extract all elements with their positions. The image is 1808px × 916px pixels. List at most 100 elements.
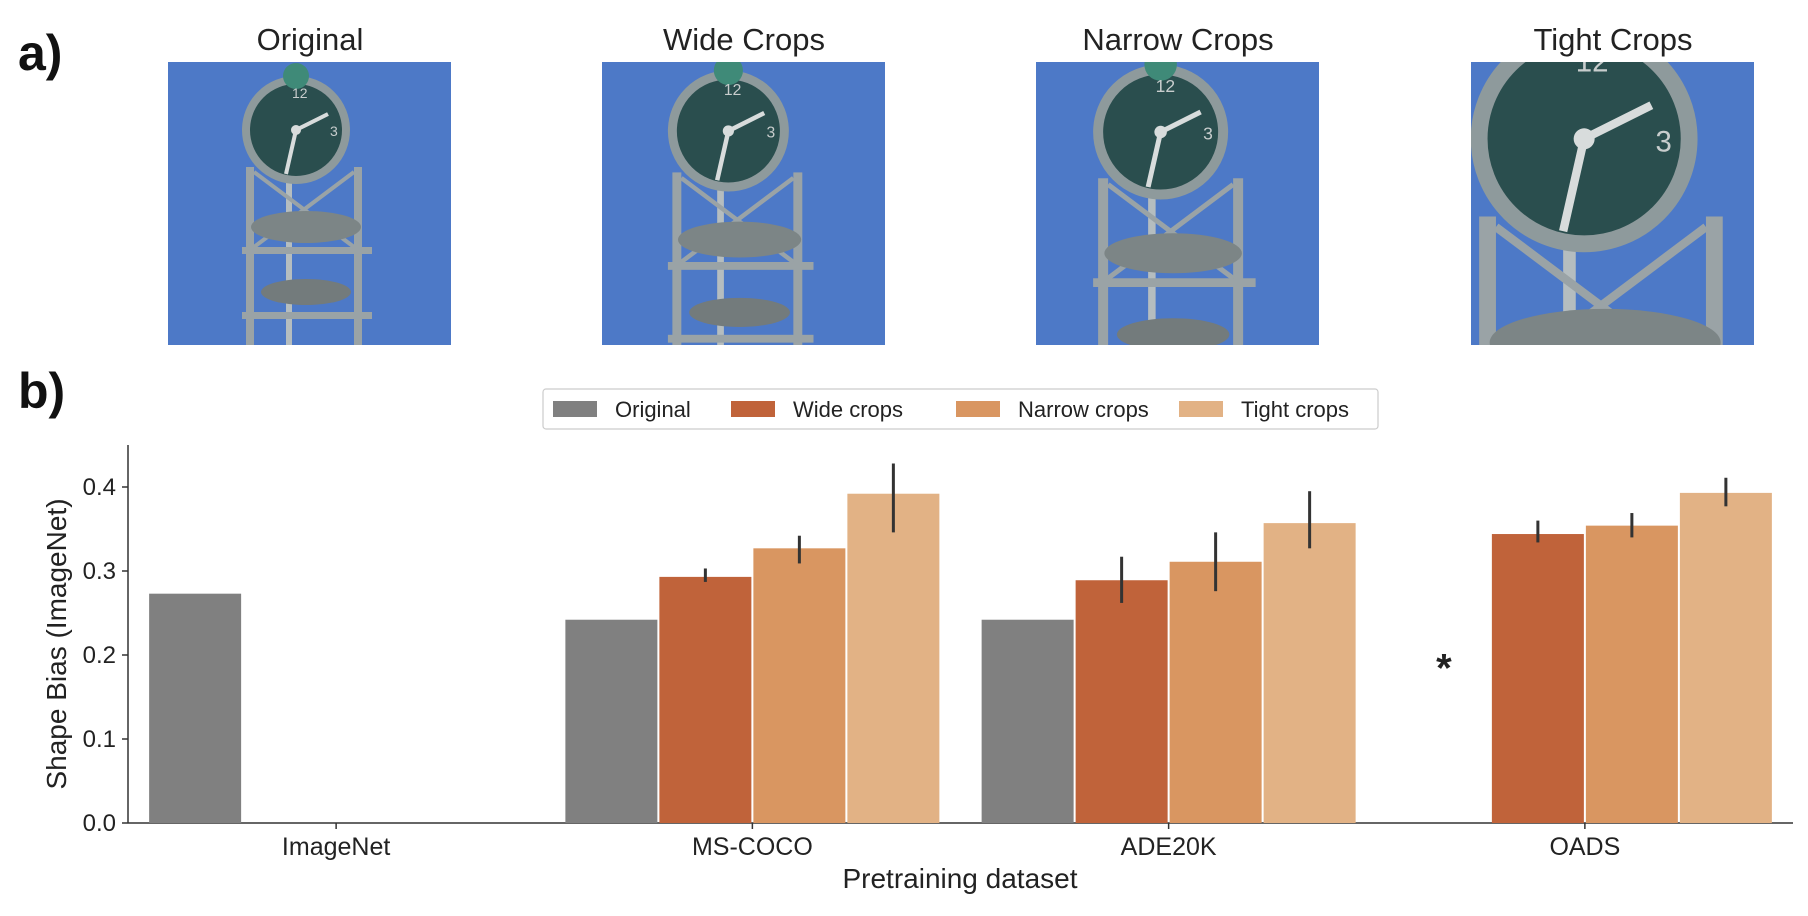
legend-swatch [1179, 401, 1223, 417]
y-axis-label: Shape Bias (ImageNet) [41, 498, 72, 789]
bowl [1104, 233, 1242, 274]
tower-leg-left [246, 167, 254, 345]
tower-beam [242, 247, 372, 254]
legend-swatch [553, 401, 597, 417]
x-tick-label: OADS [1549, 833, 1620, 861]
legend-label: Narrow crops [1018, 397, 1149, 422]
tower-leg-left [672, 172, 682, 345]
tower-beam-low [667, 334, 814, 343]
tower-leg-right [354, 167, 362, 345]
bowl [1489, 308, 1721, 345]
clock-hand [284, 129, 298, 175]
tower-leg-center [717, 172, 724, 345]
bowl [251, 211, 361, 243]
bar [149, 593, 242, 823]
legend-swatch [956, 401, 1000, 417]
bar [565, 619, 658, 823]
clock-center [1573, 128, 1595, 150]
clock-center [722, 125, 734, 137]
clock-hand [295, 112, 329, 132]
legend-swatch [731, 401, 775, 417]
tower-beam [667, 262, 814, 270]
clock-tower-image-wide: 12 3 [602, 62, 885, 345]
clock-tower-scene: 12 3 [1471, 62, 1754, 345]
clock-tower-scene: 12 3 [602, 62, 885, 345]
bowl [677, 221, 802, 258]
y-tick-label: 0.4 [83, 474, 116, 501]
x-axis-label: Pretraining dataset [842, 863, 1077, 894]
clock-tower-scene: 12 3 [168, 62, 451, 345]
x-tick-label: ADE20K [1121, 833, 1217, 861]
bowl-lower [1116, 318, 1230, 345]
y-tick-label: 0.0 [83, 810, 116, 837]
clock-hand [1559, 137, 1589, 233]
thumb-title-original: Original [256, 22, 364, 57]
chart-bars: * [149, 463, 1772, 823]
clock-numeral: 12 [1156, 76, 1175, 96]
x-tick-label: ImageNet [282, 833, 390, 861]
missing-bar-asterisk: * [1436, 647, 1452, 691]
bar [1169, 561, 1262, 823]
clock-numeral: 12 [724, 82, 741, 99]
bar [1263, 523, 1356, 823]
legend-label: Wide crops [793, 397, 903, 422]
scene-group: 12 3 [1471, 62, 1723, 345]
clock-tower-image-tight: 12 3 [1471, 62, 1754, 345]
clock-top-ornament [283, 63, 309, 89]
clock-hand [1145, 131, 1164, 188]
clock-center [291, 125, 301, 135]
clock-numeral: 12 [292, 85, 308, 101]
bar [1075, 580, 1168, 823]
clock-tower-image-original: 12 3 [168, 62, 451, 345]
tower-leg-right [1705, 216, 1723, 345]
bar [1491, 534, 1584, 823]
chart-axes: 0.0 0.1 0.2 0.3 0.4 Shape Bias (ImageNet) Pret… [41, 445, 1793, 894]
tower-beam-low [242, 312, 372, 319]
thumb-title-narrow: Narrow Crops [1082, 22, 1274, 57]
panel-b-label: b) [18, 363, 66, 419]
clock-numeral: 12 [1576, 62, 1609, 79]
clock-tower-scene: 12 3 [1036, 62, 1319, 345]
scene-group: 12 3 [242, 63, 372, 345]
legend-label: Original [615, 397, 691, 422]
bar [659, 576, 752, 823]
bar [847, 493, 940, 823]
clock-numeral: 3 [766, 125, 775, 142]
x-tick-label: MS-COCO [692, 833, 813, 861]
y-tick-label: 0.3 [83, 558, 116, 585]
tower-beam [1093, 278, 1256, 287]
tower-leg-right [793, 172, 803, 345]
scene-group: 12 3 [1093, 62, 1256, 345]
tower-leg-right [1233, 178, 1244, 345]
panel-a-label: a) [18, 25, 63, 81]
clock-numeral: 3 [330, 123, 338, 139]
clock-hand [727, 111, 766, 133]
clock-numeral: 3 [1656, 125, 1672, 158]
thumb-title-wide: Wide Crops [663, 22, 825, 57]
thumb-title-tight: Tight Crops [1533, 22, 1693, 57]
scene-group: 12 3 [667, 62, 814, 345]
clock-top-ornament [1144, 62, 1177, 81]
clock-hand [714, 130, 731, 181]
legend-label: Tight crops [1241, 397, 1349, 422]
bar [1585, 525, 1678, 823]
tower-leg-left [1479, 216, 1496, 345]
clock-hand [1159, 109, 1202, 135]
clock-center [1154, 125, 1167, 139]
chart-legend: Original Wide crops Narrow crops Tight crop… [542, 388, 1379, 430]
bar [981, 619, 1074, 823]
clock-tower-image-narrow: 12 3 [1036, 62, 1319, 345]
y-tick-label: 0.1 [83, 726, 116, 753]
clock-hand [1582, 101, 1654, 143]
bowl-lower [261, 279, 351, 305]
tower-brace [1541, 223, 1709, 345]
bar [753, 548, 846, 823]
tower-leg-left [1098, 178, 1109, 345]
tower-leg-center [286, 167, 292, 345]
clock-numeral: 3 [1203, 124, 1213, 144]
bowl-lower [689, 297, 790, 327]
bar [1679, 492, 1772, 823]
clock-top-ornament [713, 62, 743, 86]
y-tick-label: 0.2 [83, 642, 116, 669]
